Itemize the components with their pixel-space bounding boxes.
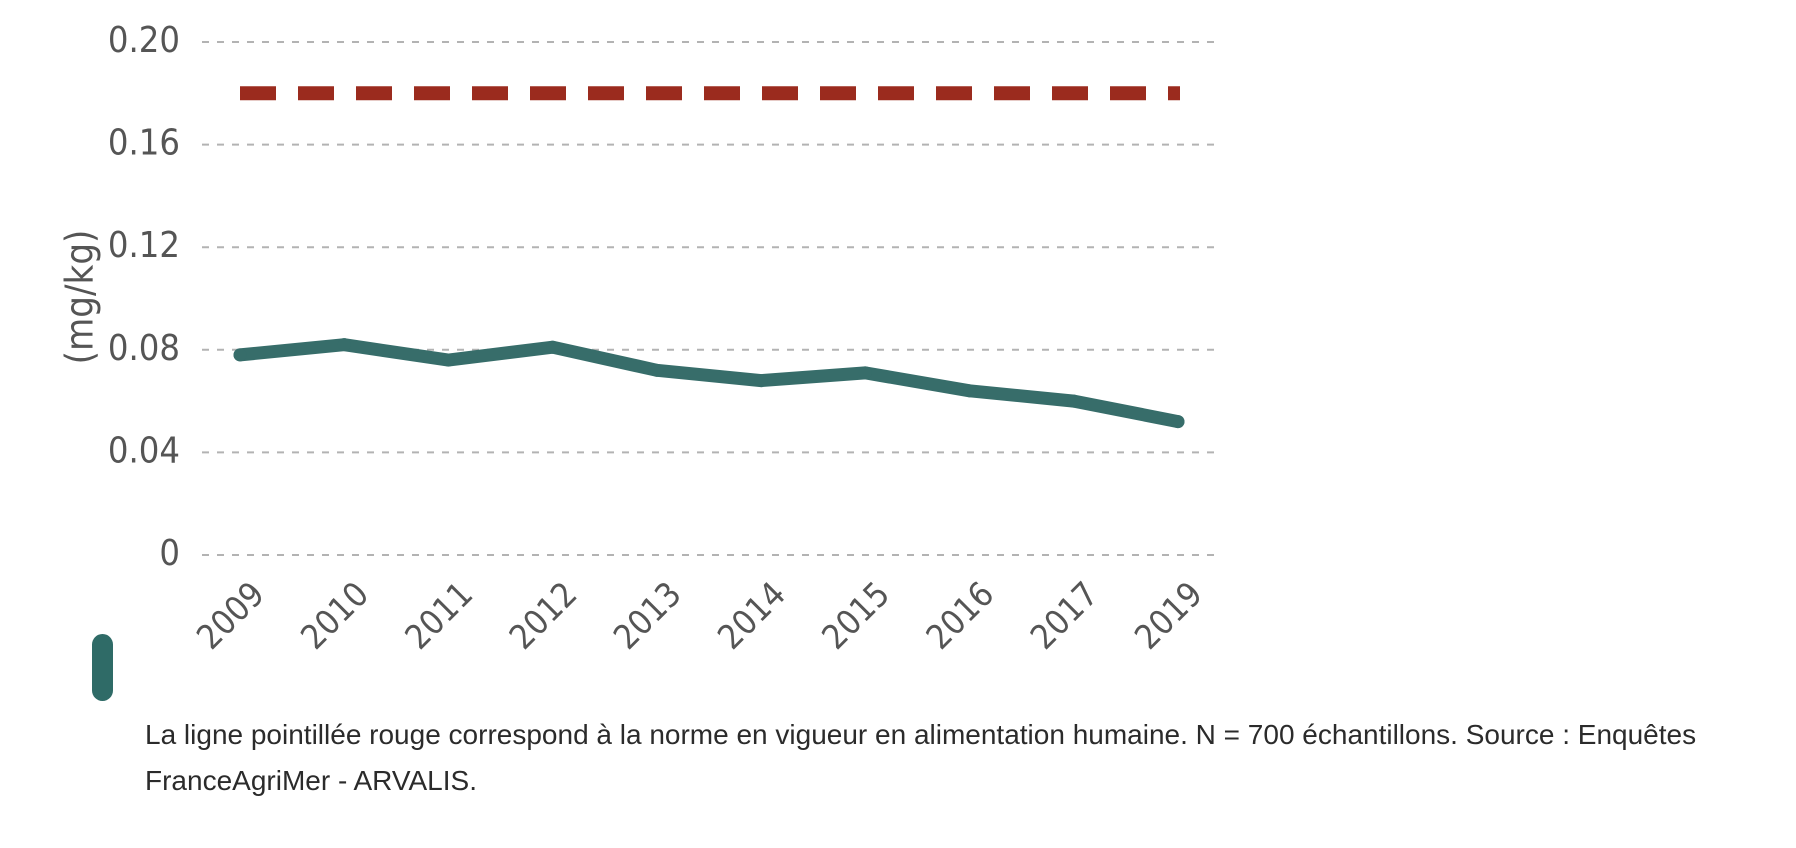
chart-caption: La ligne pointillée rouge correspond à l… <box>145 719 1697 796</box>
x-tick-label: 2014 <box>710 574 793 657</box>
x-tick-label: 2017 <box>1023 574 1106 657</box>
y-tick-label: 0.16 <box>108 123 180 164</box>
y-axis-label: (mg/kg) <box>58 230 102 365</box>
data-point <box>546 340 560 354</box>
y-tick-label: 0.08 <box>108 328 180 369</box>
y-tick-label: 0.12 <box>108 225 180 266</box>
x-tick-label: 2015 <box>815 574 898 657</box>
x-tick-label: 2012 <box>502 574 585 657</box>
x-tick-label: 2011 <box>398 574 481 657</box>
x-tick-label: 2016 <box>919 574 1002 657</box>
data-point <box>441 353 455 367</box>
data-point <box>337 338 351 352</box>
x-axis-ticks: 2009 2010 2011 2012 2013 2014 2015 2016 2017 2019 <box>189 574 1210 657</box>
data-point <box>754 374 768 388</box>
x-tick-label: 2009 <box>189 574 272 657</box>
x-tick-label: 2019 <box>1127 574 1210 657</box>
x-tick-label: 2013 <box>606 574 689 657</box>
y-tick-label: 0 <box>159 533 180 574</box>
data-point <box>858 366 872 380</box>
series-line <box>233 338 1185 429</box>
y-tick-label: 0.20 <box>108 20 180 61</box>
data-point <box>1067 394 1081 408</box>
data-point <box>1171 415 1185 429</box>
data-point <box>650 363 664 377</box>
x-tick-label: 2010 <box>294 574 377 657</box>
gridlines <box>202 41 1215 556</box>
caption-accent-bar <box>92 634 113 701</box>
data-point <box>963 384 977 398</box>
y-axis-ticks: 0 0.04 0.08 0.12 0.16 0.20 <box>108 20 180 574</box>
data-point <box>233 348 247 362</box>
y-tick-label: 0.04 <box>108 430 180 471</box>
series-line-group <box>233 338 1185 429</box>
